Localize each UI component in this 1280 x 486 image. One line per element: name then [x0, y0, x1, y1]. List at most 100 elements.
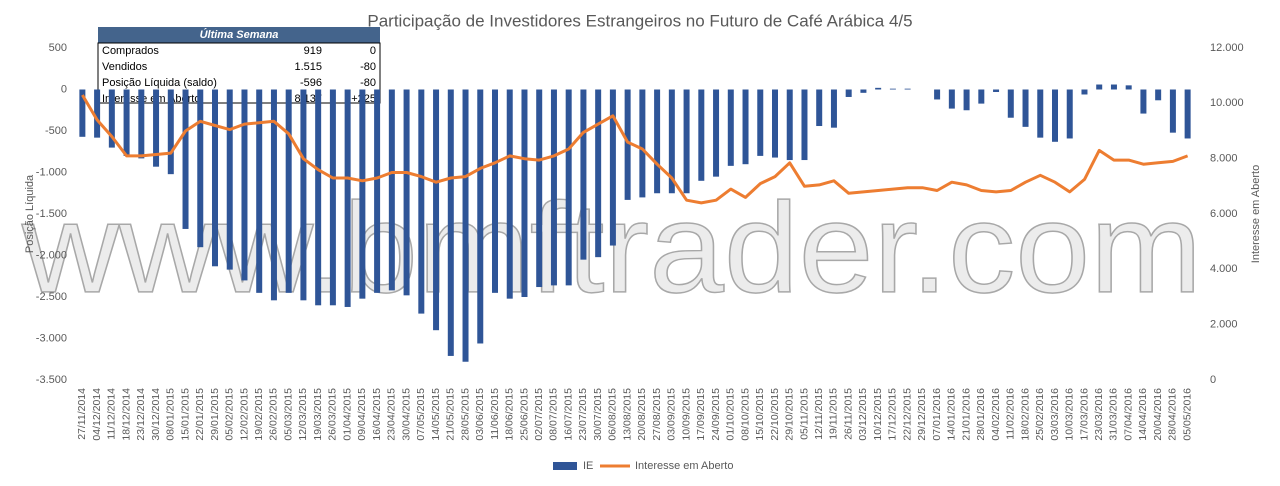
- x-tick-label: 23/04/2015: [386, 388, 398, 441]
- bar: [285, 89, 292, 293]
- x-tick-label: 19/02/2015: [253, 388, 265, 441]
- bar: [1125, 85, 1132, 90]
- x-tick-label: 29/10/2015: [784, 388, 796, 441]
- bar: [668, 89, 675, 194]
- x-tick-label: 11/06/2015: [489, 388, 501, 440]
- bar: [374, 89, 381, 293]
- table-cell: -80: [360, 77, 376, 89]
- y-tick-label: -3.000: [36, 332, 67, 344]
- bar: [1096, 84, 1103, 90]
- bar: [447, 89, 454, 356]
- x-tick-label: 18/06/2015: [504, 388, 516, 441]
- x-tick-label: 12/03/2015: [297, 388, 309, 441]
- x-tick-label: 05/11/2015: [798, 388, 810, 440]
- y2-axis-label: Interesse em Aberto: [1250, 165, 1262, 263]
- y2-tick-label: 0: [1210, 374, 1216, 386]
- bar: [492, 89, 498, 293]
- x-tick-label: 17/12/2015: [887, 388, 899, 441]
- bar: [403, 89, 410, 296]
- bar: [270, 89, 277, 301]
- bar: [786, 89, 793, 161]
- x-tick-label: 20/08/2015: [636, 388, 648, 441]
- x-tick-label: 11/02/2016: [1005, 388, 1017, 440]
- bar: [1184, 89, 1191, 139]
- x-tick-label: 28/05/2015: [459, 388, 471, 441]
- y-tick-label: -500: [45, 125, 67, 137]
- bar: [727, 89, 734, 166]
- x-tick-label: 25/02/2016: [1034, 388, 1046, 441]
- y-axis-label: Posição Líquida: [24, 174, 36, 253]
- bar: [521, 89, 528, 297]
- x-tick-label: 15/01/2015: [179, 388, 191, 441]
- summary-table: Última Semana Comprados 919 0 Vendidos 1.515…: [97, 27, 381, 105]
- bar: [388, 89, 395, 291]
- bar: [197, 89, 204, 248]
- legend-label: IE: [583, 460, 593, 472]
- bar: [565, 89, 572, 286]
- x-tick-label: 30/12/2014: [150, 388, 162, 441]
- x-tick-label: 05/02/2015: [224, 388, 236, 441]
- x-tick-label: 25/06/2015: [518, 388, 530, 441]
- bar: [226, 89, 233, 270]
- x-tick-label: 09/04/2015: [356, 388, 368, 441]
- x-tick-label: 18/12/2014: [120, 388, 132, 441]
- x-tick-label: 08/01/2015: [165, 388, 177, 441]
- y2-tick-label: 4.000: [1210, 263, 1238, 275]
- x-tick-label: 16/04/2015: [371, 388, 383, 441]
- x-tick-label: 12/11/2015: [813, 388, 825, 440]
- bar: [860, 89, 867, 93]
- bar: [772, 89, 778, 158]
- bar: [1140, 89, 1147, 114]
- bar: [1007, 89, 1014, 118]
- bar: [418, 89, 425, 314]
- x-tick-label: 26/02/2015: [268, 388, 280, 441]
- x-tick-label: 17/09/2015: [695, 388, 707, 441]
- chart-title: Participação de Investidores Estrangeiro…: [367, 11, 912, 30]
- bar: [698, 89, 705, 181]
- x-tick-label: 21/05/2015: [445, 388, 457, 441]
- bar: [256, 89, 263, 293]
- x-tick-label: 03/03/2016: [1049, 388, 1061, 441]
- bar: [344, 89, 351, 307]
- bar: [993, 89, 1000, 92]
- x-tick-label: 08/07/2015: [548, 388, 560, 441]
- x-tick-label: 03/06/2015: [474, 388, 486, 441]
- bar: [94, 89, 101, 138]
- x-tick-label: 07/05/2015: [415, 388, 427, 441]
- bar: [1022, 89, 1029, 127]
- bar: [801, 89, 808, 161]
- bar: [609, 89, 616, 246]
- x-tick-label: 01/04/2015: [341, 388, 353, 441]
- x-tick-label: 06/08/2015: [607, 388, 619, 441]
- bar: [79, 89, 86, 137]
- x-tick-label: 08/10/2015: [739, 388, 751, 441]
- table-cell: Vendidos: [102, 61, 148, 73]
- table-cell: 919: [304, 45, 322, 57]
- x-tick-label: 22/12/2015: [901, 388, 913, 441]
- x-tick-label: 27/08/2015: [651, 388, 663, 441]
- bar: [845, 89, 852, 97]
- bar: [315, 89, 322, 306]
- x-tick-label: 21/01/2016: [960, 388, 972, 441]
- x-tick-label: 29/01/2015: [209, 388, 221, 441]
- x-tick-label: 30/07/2015: [592, 388, 604, 441]
- bar: [167, 89, 174, 175]
- x-tick-label: 23/07/2015: [577, 388, 589, 441]
- y-tick-label: -2.500: [36, 291, 67, 303]
- bar: [433, 89, 440, 331]
- x-tick-label: 11/12/2014: [106, 388, 118, 440]
- bar: [550, 89, 557, 286]
- bar: [889, 88, 896, 90]
- x-tick-label: 16/07/2015: [562, 388, 574, 441]
- x-tick-label: 07/04/2016: [1122, 388, 1134, 441]
- bar: [595, 89, 602, 258]
- bar: [580, 89, 587, 260]
- x-tick-label: 28/04/2016: [1167, 388, 1179, 441]
- x-tick-label: 24/09/2015: [710, 388, 722, 441]
- bar: [713, 89, 720, 177]
- x-tick-label: 27/11/2014: [76, 388, 88, 440]
- bar: [153, 89, 160, 167]
- x-tick-label: 18/02/2016: [1019, 388, 1031, 441]
- bar: [978, 89, 985, 104]
- bar: [329, 89, 336, 306]
